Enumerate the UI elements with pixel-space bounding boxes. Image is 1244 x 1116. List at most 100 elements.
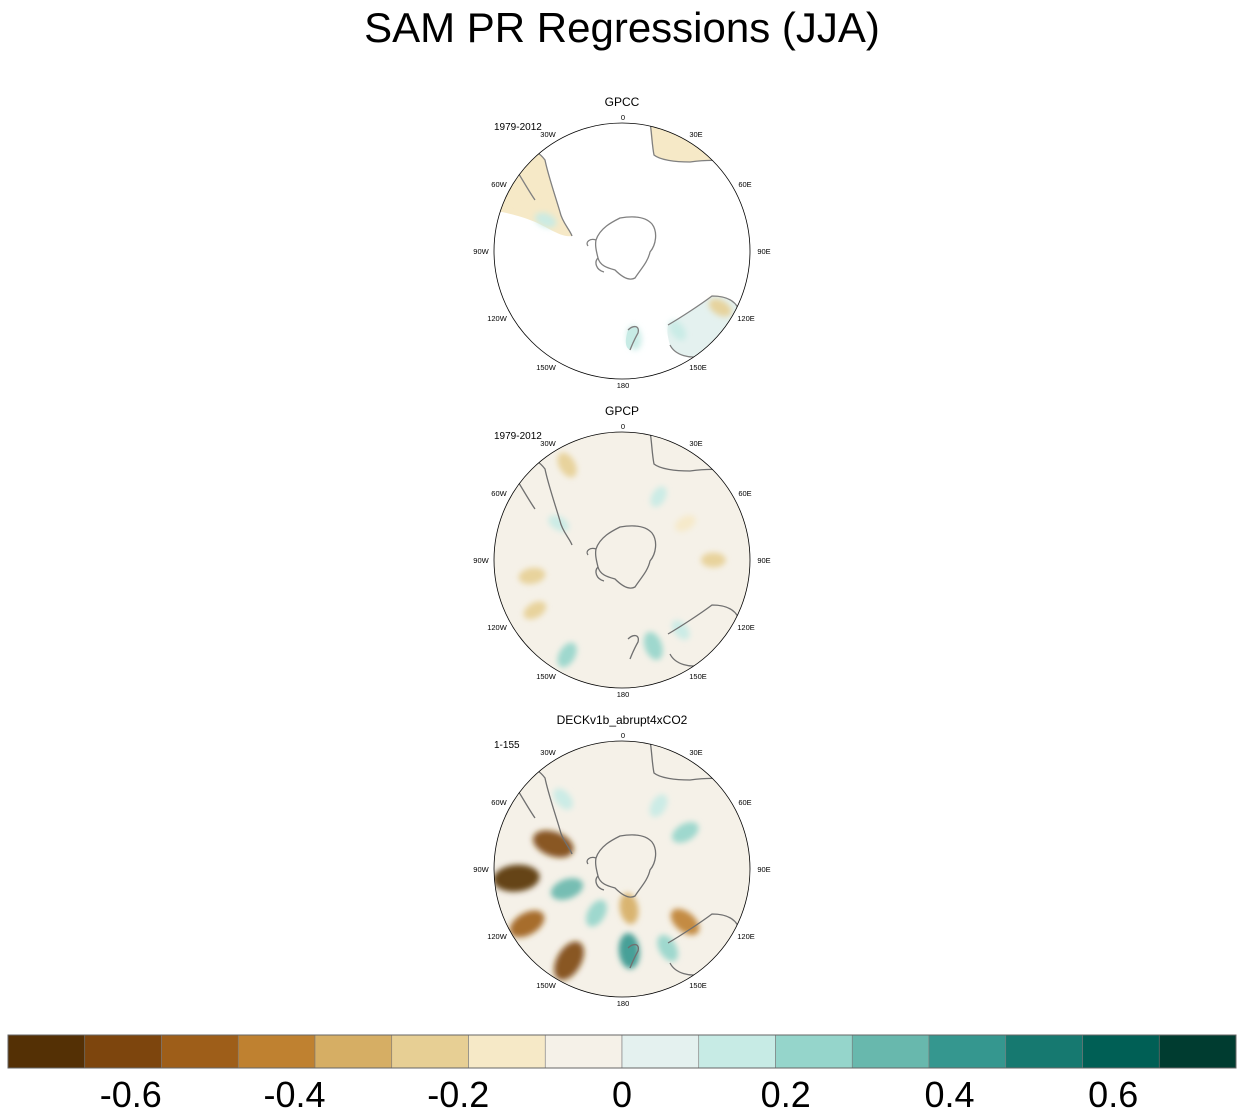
colorbar-tick-label: 0.6 [1088, 1074, 1138, 1115]
lon-tick-labels: 0 30E 60E 90E 120E 150E 180 150W 120W 90… [473, 113, 770, 390]
lon-label-150w: 150W [536, 981, 557, 990]
antarctica-coastline [594, 834, 657, 898]
lon-label-120w: 120W [487, 623, 508, 632]
anomaly-blob [548, 515, 570, 532]
anomaly-blob [553, 788, 573, 810]
colorbar-tick-label: 0.2 [761, 1074, 811, 1115]
colorbar-tick-label: -0.4 [263, 1074, 325, 1115]
anomaly-marks [494, 788, 700, 981]
anomaly-blob [518, 567, 546, 585]
map-border [493, 431, 751, 689]
panel-title: DECKv1b_abrupt4xCO2 [557, 713, 688, 727]
colorbar-box [391, 1034, 469, 1069]
anomaly-blob [509, 910, 545, 938]
map-border [493, 740, 751, 998]
colorbar-box [1005, 1034, 1083, 1069]
colorbar-box [314, 1034, 393, 1069]
antarctica-coastline [594, 525, 657, 589]
lon-label-60w: 60W [491, 798, 507, 807]
lon-label-120e: 120E [737, 314, 755, 323]
colorbar-tick-label: 0 [612, 1074, 632, 1115]
lon-label-90w: 90W [473, 247, 489, 256]
panel-period: 1979-2012 [494, 431, 542, 442]
lon-label-30e: 30E [689, 748, 702, 757]
colorbar-box [237, 1034, 316, 1069]
new-zealand-coastline [627, 634, 639, 660]
lon-label-60w: 60W [491, 489, 507, 498]
lon-label-120e: 120E [737, 932, 755, 941]
anomaly-blob [557, 642, 577, 668]
lon-label-120e: 120E [737, 623, 755, 632]
colorbar-box [161, 1034, 239, 1069]
lon-label-180: 180 [617, 381, 630, 390]
anomaly-blob [650, 486, 667, 508]
lon-label-30w: 30W [540, 439, 556, 448]
main-title: SAM PR Regressions (JJA) [364, 4, 880, 51]
panel-deckv1b-abrupt4xco2: DECKv1b_abrupt4xCO2 1-155 0 30E 60E 90E … [473, 713, 770, 1008]
antarctic-peninsula-coastline [586, 238, 605, 273]
anomaly-marks [514, 191, 732, 351]
colorbar-frame [7, 1034, 1237, 1069]
lon-tick-labels: 0 30E 60E 90E 120E 150E 180 150W 120W 90… [473, 422, 770, 699]
lon-label-90w: 90W [473, 556, 489, 565]
antarctic-peninsula-coastline [586, 856, 605, 891]
lon-label-120w: 120W [487, 932, 508, 941]
colorbar-box [7, 1034, 86, 1069]
lon-label-90e: 90E [757, 556, 770, 565]
africa-land [650, 123, 730, 162]
anomaly-blob [514, 191, 536, 208]
lon-tick-labels: 0 30E 60E 90E 120E 150E 180 150W 120W 90… [473, 731, 770, 1008]
new-zealand-coastline [627, 325, 639, 351]
map-border [493, 122, 751, 380]
antarctic-peninsula-coastline [586, 547, 605, 582]
map-background [494, 432, 750, 688]
colorbar-box [1158, 1034, 1237, 1069]
lon-label-150w: 150W [536, 363, 557, 372]
lon-label-30e: 30E [689, 130, 702, 139]
lon-label-0: 0 [621, 422, 625, 431]
lon-label-150e: 150E [689, 672, 707, 681]
anomaly-blob [649, 794, 668, 818]
anomaly-blob [534, 212, 557, 228]
panel-gpcp: GPCP 1979-2012 0 30E 60E 90E 120E 150E 1… [473, 404, 770, 699]
anomaly-blob [494, 864, 540, 892]
panel-gpcc: GPCC 1979-2012 0 30E 60E 90E 120E 150E 1… [473, 95, 770, 390]
africa-coastline [649, 741, 731, 781]
colorbar-tick-label: 0.4 [924, 1074, 974, 1115]
anomaly-blob [618, 933, 640, 969]
anomaly-blob [643, 631, 663, 660]
new-zealand-coastline [627, 943, 639, 969]
lon-label-60e: 60E [738, 798, 751, 807]
colorbar-box [775, 1034, 853, 1069]
anomaly-marks [518, 452, 726, 668]
lon-label-30e: 30E [689, 439, 702, 448]
anomaly-blob [532, 830, 574, 858]
colorbar-box [1082, 1034, 1160, 1069]
antarctica-coastline [594, 216, 657, 280]
anomaly-blob [557, 452, 577, 478]
anomaly-blob [669, 320, 687, 341]
anomaly-blob [554, 941, 584, 981]
anomaly-blob [585, 899, 607, 927]
colorbar-box [928, 1034, 1007, 1069]
lon-label-30w: 30W [540, 748, 556, 757]
lon-label-150e: 150E [689, 363, 707, 372]
anomaly-blob [701, 552, 726, 568]
anomaly-blob [550, 878, 584, 900]
colorbar-boxes [7, 1034, 1237, 1069]
anomaly-blob [708, 298, 732, 317]
colorbar-box [621, 1034, 700, 1069]
panel-title: GPCC [605, 95, 640, 109]
lon-label-60e: 60E [738, 489, 751, 498]
lon-label-150e: 150E [689, 981, 707, 990]
colorbar-box [84, 1034, 162, 1069]
lon-label-60w: 60W [491, 180, 507, 189]
lon-label-0: 0 [621, 113, 625, 122]
lon-label-90w: 90W [473, 865, 489, 874]
anomaly-blob [671, 620, 690, 640]
colorbar-tick-label: -0.6 [100, 1074, 162, 1115]
anomaly-blob [619, 893, 639, 925]
lon-label-180: 180 [617, 690, 630, 699]
anomaly-blob [523, 601, 547, 620]
